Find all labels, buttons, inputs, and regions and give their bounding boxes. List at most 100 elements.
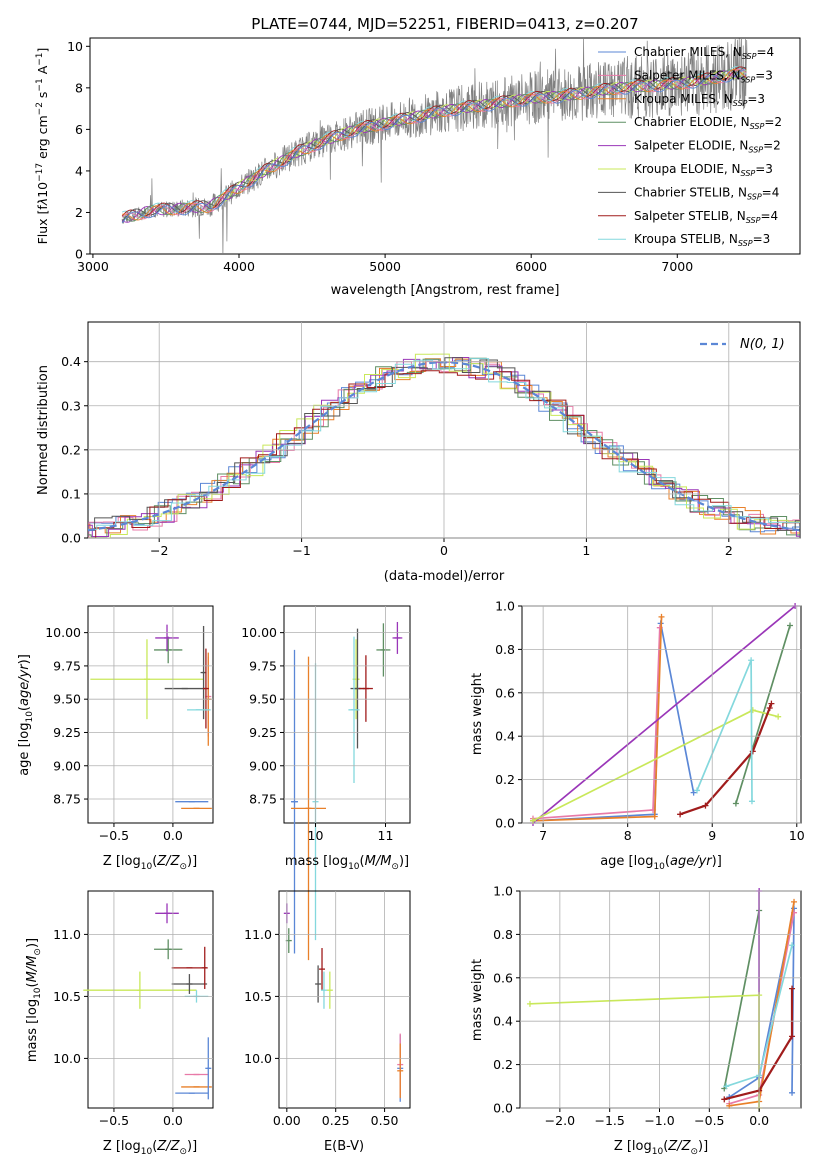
- histogram-series-8: [88, 370, 800, 538]
- weight-marker: [789, 1089, 796, 1096]
- x-tick-label: 1: [582, 543, 590, 558]
- weight-marker: [748, 798, 755, 805]
- age-vs-mass-axes: 10 11 8.75 9.00 9.25 9.50 9.75 10.00: [241, 606, 410, 843]
- spectrum-model-4: [121, 69, 747, 222]
- y-tick-label: 9.50: [249, 692, 277, 707]
- weight-marker: [791, 898, 798, 905]
- figure-title: PLATE=0744, MJD=52251, FIBERID=0413, z=0…: [251, 15, 638, 33]
- y-tick-label: 0.2: [61, 442, 81, 457]
- x-tick-label: 3000: [77, 259, 109, 274]
- weight-marker: [748, 657, 755, 664]
- age-vs-z-axes: −0.5 0.0 8.75 9.00 9.25 9.50 9.75 10.00: [45, 606, 213, 843]
- spectrum-lines: [121, 38, 748, 254]
- weight-series-2: [532, 627, 661, 820]
- y-tick-label: 2: [75, 205, 83, 220]
- weight-vs-z-axes: −2.0 −1.5 −1.0 −0.5 0.0 0.0 0.2 0.4 0.6 0.8 1.0: [493, 884, 801, 1128]
- weight-marker: [690, 789, 697, 796]
- y-tick-label: 1.0: [493, 884, 513, 899]
- y-tick-label: 0.0: [61, 531, 81, 546]
- y-tick-label: 0.0: [495, 816, 515, 831]
- x-tick-label: 0.0: [163, 1113, 183, 1128]
- x-tick-label: −0.5: [99, 1113, 129, 1128]
- x-tick-label: −1.0: [644, 1113, 674, 1128]
- mass-vs-ebv-axes: 0.00 0.25 0.50 10.0 10.5 11.0: [244, 891, 410, 1128]
- legend-entry: Salpeter MILES, NSSP=3: [634, 68, 773, 84]
- y-tick-label: 10.5: [244, 989, 272, 1004]
- y-tick-label: 0.1: [61, 486, 81, 501]
- weight-series-5: [532, 605, 796, 824]
- residual-x-label: (data-model)/error: [384, 569, 505, 584]
- weight-series-4: [735, 625, 791, 804]
- age-vs-mass-panel: 10 11 8.75 9.00 9.25 9.50 9.75 10.00 mass [log1…: [241, 605, 411, 961]
- weight-marker: [789, 1033, 796, 1040]
- residual-axes: −2 −1 0 1 2 0.0 0.1 0.2 0.3 0.4: [61, 322, 800, 558]
- mass-vs-z-panel: −0.5 0.0 10.0 10.5 11.0 Z [log10(Z/Z⊙)] mass…: [25, 890, 214, 1157]
- spectrum-data-line: [121, 38, 748, 254]
- y-tick-label: 8.75: [249, 792, 277, 807]
- weight-marker: [775, 713, 782, 720]
- y-tick-label: 9.00: [53, 758, 81, 773]
- x-tick-label: −1.5: [595, 1113, 625, 1128]
- x-tick-label: −2.0: [545, 1113, 575, 1128]
- weight-marker: [789, 942, 796, 949]
- residual-legend: N(0, 1): [700, 337, 785, 352]
- x-tick-label: 6000: [515, 259, 547, 274]
- legend-entry: Chabrier STELIB, NSSP=4: [634, 185, 779, 201]
- x-tick-label: 10: [308, 828, 324, 843]
- spectrum-y-label: Flux [fλ10−17 erg cm−2 s−1 A−1]: [35, 48, 50, 245]
- weight-series-1: [532, 623, 695, 822]
- spectrum-legend: Chabrier MILES, NSSP=4 Salpeter MILES, NS…: [598, 45, 782, 248]
- weight-vs-age-panel: 7 8 9 10 0.0 0.2 0.4 0.6 0.8 1.0 age [log10(age/y…: [470, 599, 805, 873]
- weight-series-4: [723, 910, 760, 1089]
- legend-entry: Salpeter STELIB, NSSP=4: [634, 209, 778, 225]
- spectrum-model-2: [121, 68, 747, 220]
- x-tick-label: −0.5: [694, 1113, 724, 1128]
- legend-entry: Kroupa MILES, NSSP=3: [634, 92, 765, 108]
- y-tick-label: 0.2: [495, 772, 515, 787]
- weight-marker: [526, 1000, 533, 1007]
- x-tick-label: 2: [725, 543, 733, 558]
- mass-vs-z-x-label: Z [log10(Z/Z⊙)]: [103, 1139, 197, 1157]
- weight-series-1: [728, 908, 795, 1098]
- weight-marker: [789, 985, 796, 992]
- y-tick-label: 0.6: [493, 970, 513, 985]
- y-tick-label: 0.8: [493, 927, 513, 942]
- weight-marker: [658, 613, 665, 620]
- weight-marker: [768, 700, 775, 707]
- spectrum-model-5: [121, 70, 747, 223]
- x-tick-label: 0.00: [273, 1113, 301, 1128]
- y-tick-label: 10.0: [53, 1051, 81, 1066]
- x-tick-label: 0.25: [322, 1113, 350, 1128]
- age-vs-z-y-label: age [log10(age/yr)]: [17, 654, 35, 776]
- x-tick-label: 9: [708, 828, 716, 843]
- weight-vs-z-y-label: mass weight: [470, 959, 485, 1041]
- residual-marks: [88, 353, 800, 538]
- x-tick-label: 8: [624, 828, 632, 843]
- weight-series-8: [724, 988, 794, 1101]
- x-tick-label: 4000: [223, 259, 255, 274]
- x-tick-label: −1: [292, 543, 310, 558]
- weight-vs-age-x-label: age [log10(age/yr)]: [600, 854, 722, 872]
- mass-vs-z-marks: [83, 903, 212, 1100]
- y-tick-label: 1.0: [495, 599, 515, 614]
- x-tick-label: 7: [539, 828, 547, 843]
- spectrum-panel: 3000 4000 5000 6000 7000 0 2 4 6 8 10 Chabrier MIL…: [35, 37, 801, 298]
- histogram-steps: [88, 353, 800, 538]
- age-vs-z-marks: [90, 624, 212, 810]
- y-tick-label: 10.0: [244, 1051, 272, 1066]
- y-tick-label: 9.50: [53, 692, 81, 707]
- x-tick-label: 7000: [661, 259, 693, 274]
- x-tick-label: 0: [440, 543, 448, 558]
- x-tick-label: 0.50: [371, 1113, 399, 1128]
- mass-vs-ebv-x-label: E(B-V): [324, 1139, 364, 1154]
- weight-marker: [694, 787, 701, 794]
- mass-vs-ebv-marks: [283, 903, 404, 1102]
- weight-marker: [732, 800, 739, 807]
- legend-entry: N(0, 1): [740, 337, 785, 352]
- weight-marker: [749, 748, 756, 755]
- y-tick-label: 10.00: [241, 625, 277, 640]
- y-tick-label: 10.00: [45, 625, 81, 640]
- legend-entry: Salpeter ELODIE, NSSP=2: [634, 139, 781, 155]
- weight-vs-z-x-label: Z [log10(Z/Z⊙)]: [614, 1139, 708, 1157]
